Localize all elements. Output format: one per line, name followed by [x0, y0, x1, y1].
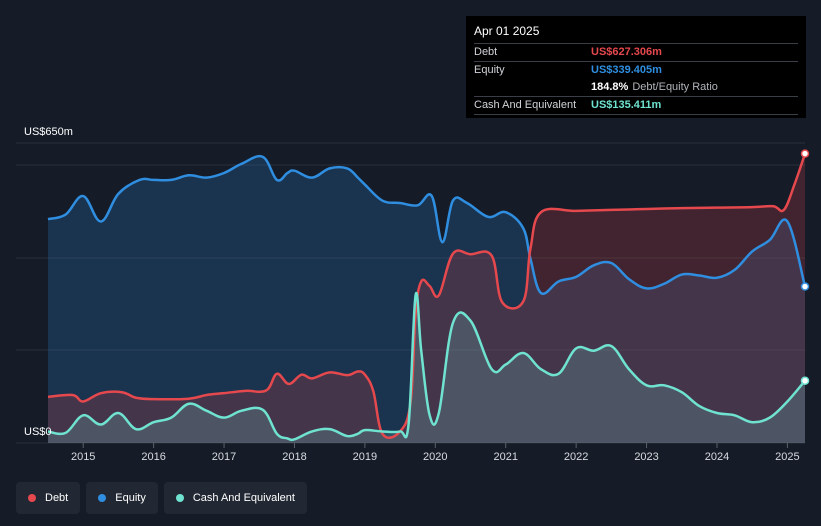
x-axis-ticks: 2015 2016 2017 2018 2019 2020 2021 2022 2023 2024…: [71, 443, 800, 463]
x-tick-label: 2025: [775, 451, 799, 463]
x-tick-label: 2017: [212, 451, 236, 463]
x-tick-label: 2023: [634, 451, 658, 463]
legend-cash-label: Cash And Equivalent: [192, 492, 295, 504]
tooltip-ratio-label: Debt/Equity Ratio: [632, 81, 718, 93]
x-tick-label: 2022: [564, 451, 588, 463]
tooltip-ratio-value: 184.8%: [591, 81, 629, 93]
legend-item-cash[interactable]: Cash And Equivalent: [163, 482, 307, 514]
tooltip-row-cash: Cash And Equivalent US$135.411m: [474, 96, 798, 114]
x-tick-label: 2021: [493, 451, 517, 463]
x-tick-label: 2018: [282, 451, 306, 463]
tooltip-cash-value: US$135.411m: [591, 99, 662, 111]
equity-end-point: [800, 282, 810, 291]
cash-dot-icon: [175, 494, 184, 502]
y-axis-bottom-label: US$0: [24, 426, 52, 438]
cash-end-point: [800, 376, 810, 385]
cash-area: [48, 292, 805, 443]
end-markers: [800, 149, 810, 385]
tooltip-equity-label: Equity: [474, 64, 505, 76]
tooltip-cash-label: Cash And Equivalent: [474, 99, 577, 111]
legend: Debt Equity Cash And Equivalent: [16, 482, 307, 514]
tooltip-debt-value: US$627.306m: [591, 46, 662, 58]
debt-end-point: [800, 149, 810, 158]
y-axis-top-label: US$650m: [24, 126, 73, 138]
tooltip-panel: Apr 01 2025 Debt US$627.306m Equity US$3…: [466, 16, 806, 118]
series-lines: [47, 153, 807, 442]
tooltip-debt-label: Debt: [474, 46, 498, 58]
debt-dot-icon: [28, 494, 36, 502]
x-tick-label: 2016: [141, 451, 165, 463]
x-tick-label: 2015: [71, 451, 95, 463]
equity-dot-icon: [98, 494, 107, 502]
debt-area: [48, 153, 805, 443]
tooltip-date: Apr 01 2025: [474, 24, 540, 38]
tooltip-equity-value: US$339.405m: [591, 64, 662, 76]
legend-item-debt[interactable]: Debt: [16, 482, 81, 514]
tooltip-row-debt: Debt US$627.306m: [474, 43, 798, 61]
legend-item-equity[interactable]: Equity: [86, 482, 158, 514]
grid: [16, 142, 805, 444]
cash-line: [47, 291, 806, 442]
legend-equity-label: Equity: [115, 492, 146, 504]
equity-line: [47, 154, 807, 296]
equity-area: [48, 156, 805, 444]
x-tick-label: 2020: [423, 451, 447, 463]
legend-debt-label: Debt: [45, 492, 69, 504]
tooltip-row-ratio: 184.8% Debt/Equity Ratio: [474, 79, 798, 96]
x-tick-label: 2019: [353, 451, 377, 463]
tooltip-row-equity: Equity US$339.405m: [474, 61, 798, 79]
x-tick-label: 2024: [705, 451, 729, 463]
series-areas: [48, 153, 805, 444]
